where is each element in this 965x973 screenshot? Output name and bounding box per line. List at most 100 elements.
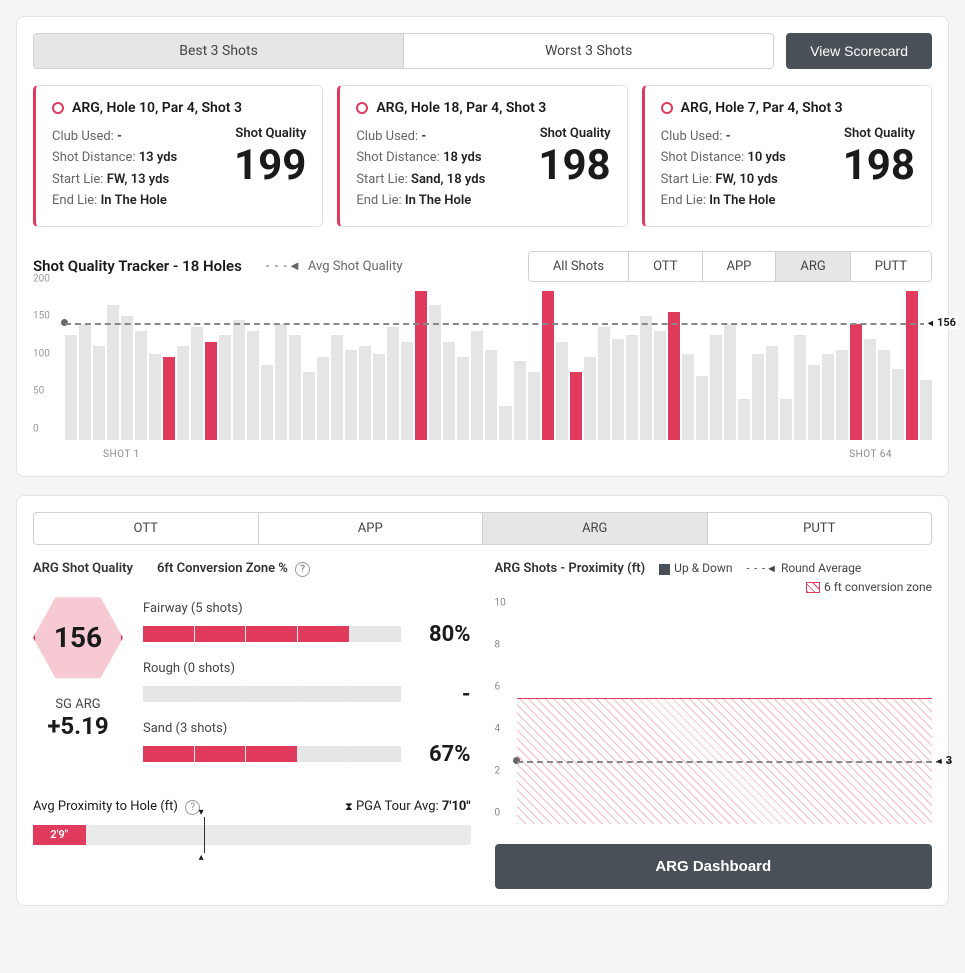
tracker-bar[interactable] — [696, 376, 708, 440]
cat-tab-ott[interactable]: OTT — [34, 513, 259, 544]
tracker-bar[interactable] — [822, 354, 834, 440]
conv-bar — [143, 746, 401, 762]
tracker-chart: 050100150200 156 SHOT 1 SHOT 64 — [33, 290, 932, 460]
cat-tab-arg[interactable]: ARG — [483, 513, 708, 544]
y-tick: 50 — [33, 386, 44, 397]
tracker-bar[interactable] — [892, 369, 904, 440]
shot-title: ARG, Hole 7, Par 4, Shot 3 — [681, 100, 843, 116]
tracker-bar[interactable] — [668, 312, 680, 440]
tracker-bar[interactable] — [752, 354, 764, 440]
tracker-bar[interactable] — [499, 406, 511, 440]
tracker-bar[interactable] — [275, 324, 287, 440]
tracker-bar[interactable] — [878, 350, 890, 440]
conv-pct: 67% — [415, 742, 471, 767]
tracker-bar[interactable] — [556, 342, 568, 440]
legend-zone: 6 ft conversion zone — [806, 580, 932, 594]
tracker-bar[interactable] — [373, 354, 385, 440]
tracker-bar[interactable] — [331, 335, 343, 440]
tracker-bar[interactable] — [724, 324, 736, 440]
avg-line: 156 — [65, 323, 956, 325]
cat-tab-putt[interactable]: PUTT — [708, 513, 932, 544]
tracker-bar[interactable] — [640, 316, 652, 440]
tracker-bar[interactable] — [710, 335, 722, 440]
tracker-bar[interactable] — [149, 354, 161, 440]
right-column: ARG Shots - Proximity (ft) Up & Down - -… — [495, 561, 933, 889]
tracker-bar[interactable] — [219, 335, 231, 440]
shot-title: ARG, Hole 18, Par 4, Shot 3 — [376, 100, 546, 116]
y-tick: 8 — [495, 639, 501, 650]
sq-label: Shot Quality — [538, 126, 610, 141]
y-tick: 150 — [33, 311, 50, 322]
help-icon[interactable]: ? — [295, 562, 310, 577]
tracker-bar[interactable] — [794, 335, 806, 440]
tracker-bar[interactable] — [65, 335, 77, 440]
sq-value: 198 — [843, 145, 915, 187]
tracker-bar[interactable] — [317, 357, 329, 440]
conv-label: Rough (0 shots) — [143, 661, 471, 676]
tracker-bar[interactable] — [485, 350, 497, 440]
tracker-bar[interactable] — [79, 324, 91, 440]
tracker-bar[interactable] — [584, 357, 596, 440]
filter-tab-all-shots[interactable]: All Shots — [529, 252, 629, 281]
tracker-bar[interactable] — [780, 399, 792, 440]
tracker-bar[interactable] — [682, 354, 694, 440]
tab-best-shots[interactable]: Best 3 Shots — [34, 34, 404, 68]
tracker-bar[interactable] — [738, 399, 750, 440]
filter-tab-arg[interactable]: ARG — [776, 252, 850, 281]
tracker-bar[interactable] — [654, 331, 666, 440]
tracker-bar[interactable] — [920, 380, 932, 440]
tracker-bar[interactable] — [471, 331, 483, 440]
prox-title: Avg Proximity to Hole (ft) — [33, 799, 178, 814]
shot-card[interactable]: ARG, Hole 18, Par 4, Shot 3Club Used: -S… — [337, 85, 627, 227]
sg-label: SG ARG — [33, 697, 123, 712]
tracker-bar[interactable] — [528, 372, 540, 440]
tracker-bar[interactable] — [345, 350, 357, 440]
tracker-bar[interactable] — [121, 316, 133, 440]
tracker-bar[interactable] — [457, 357, 469, 440]
tab-worst-shots[interactable]: Worst 3 Shots — [404, 34, 773, 68]
view-scorecard-button[interactable]: View Scorecard — [786, 33, 932, 69]
tracker-bar[interactable] — [626, 335, 638, 440]
tracker-bar[interactable] — [906, 291, 918, 440]
filter-tab-ott[interactable]: OTT — [629, 252, 702, 281]
tracker-bar[interactable] — [415, 291, 427, 440]
tracker-bar[interactable] — [850, 324, 862, 440]
tracker-bar[interactable] — [177, 346, 189, 440]
cat-tab-app[interactable]: APP — [259, 513, 484, 544]
sq-value: 199 — [234, 145, 306, 187]
shot-card[interactable]: ARG, Hole 7, Par 4, Shot 3Club Used: -Sh… — [642, 85, 932, 227]
sq-value: 198 — [538, 145, 610, 187]
tracker-bar[interactable] — [387, 327, 399, 440]
tracker-bar[interactable] — [766, 346, 778, 440]
tracker-bar[interactable] — [570, 372, 582, 440]
tracker-bar[interactable] — [598, 327, 610, 440]
tracker-bar[interactable] — [107, 305, 119, 440]
tracker-bar[interactable] — [247, 331, 259, 440]
tracker-bar[interactable] — [289, 335, 301, 440]
tracker-bar[interactable] — [429, 305, 441, 440]
tracker-bar[interactable] — [163, 357, 175, 440]
tracker-bar[interactable] — [93, 346, 105, 440]
tracker-bar[interactable] — [836, 350, 848, 440]
tracker-bar[interactable] — [191, 327, 203, 440]
tracker-bar[interactable] — [135, 331, 147, 440]
y-tick: 0 — [33, 423, 39, 434]
tracker-bar[interactable] — [612, 339, 624, 440]
arg-dashboard-button[interactable]: ARG Dashboard — [495, 844, 933, 889]
tracker-bar[interactable] — [205, 342, 217, 440]
tracker-bar[interactable] — [401, 342, 413, 440]
tracker-bar[interactable] — [233, 320, 245, 440]
shot-cards-row: ARG, Hole 10, Par 4, Shot 3Club Used: -S… — [33, 85, 932, 227]
tracker-bar[interactable] — [261, 365, 273, 440]
tracker-bar[interactable] — [808, 365, 820, 440]
tracker-bar[interactable] — [514, 361, 526, 440]
shot-card[interactable]: ARG, Hole 10, Par 4, Shot 3Club Used: -S… — [33, 85, 323, 227]
round-avg-value: 3 — [935, 754, 952, 767]
tracker-bar[interactable] — [359, 346, 371, 440]
tracker-bar[interactable] — [443, 342, 455, 440]
tracker-bar[interactable] — [542, 291, 554, 440]
filter-tab-putt[interactable]: PUTT — [851, 252, 931, 281]
filter-tab-app[interactable]: APP — [703, 252, 777, 281]
tracker-bar[interactable] — [864, 339, 876, 440]
tracker-bar[interactable] — [303, 372, 315, 440]
